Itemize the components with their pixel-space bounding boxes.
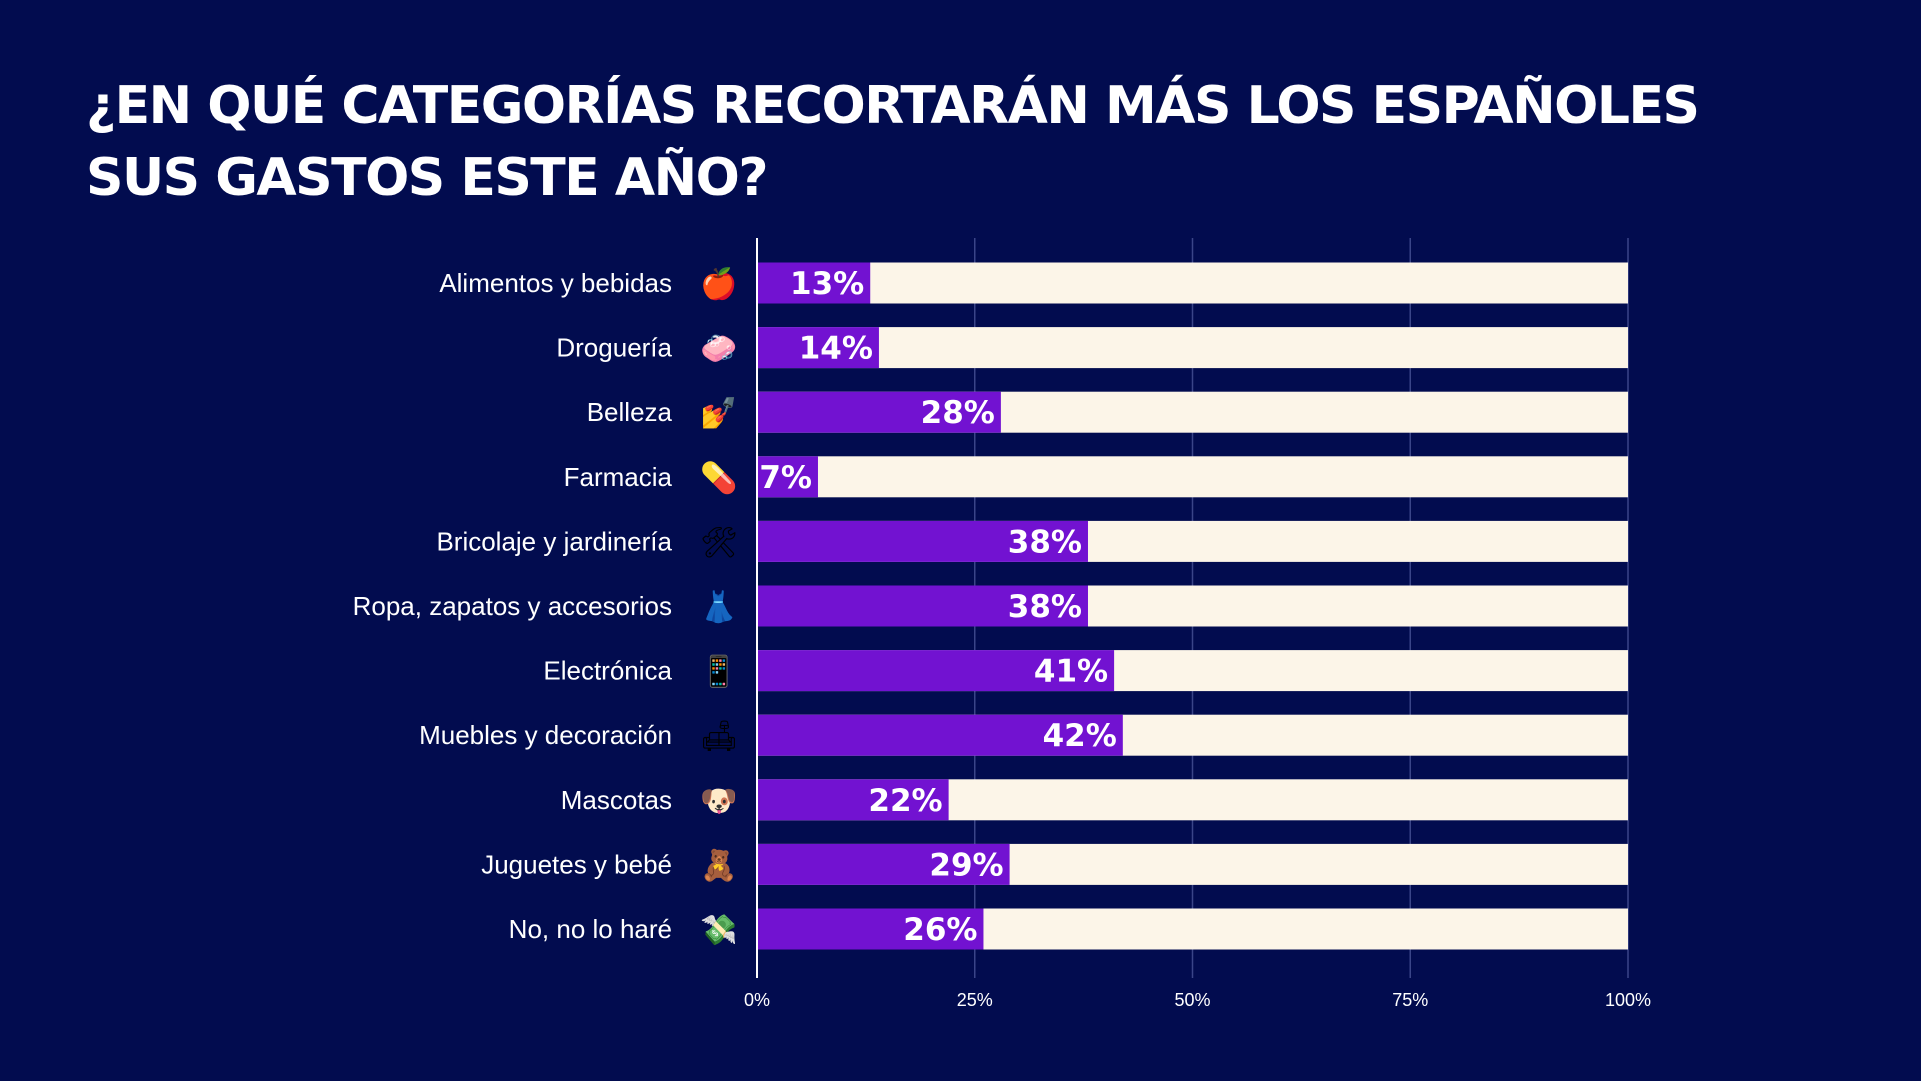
chart-title-line-1: ¿EN QUÉ CATEGORÍAS RECORTARÁN MÁS LOS ES…	[86, 76, 1700, 136]
x-tick-label: 75%	[1392, 990, 1428, 1010]
teddy-bear-icon: 🧸	[700, 847, 737, 883]
category-label: Muebles y decoración	[419, 720, 672, 750]
dress-icon: 👗	[700, 589, 737, 625]
category-label: Alimentos y bebidas	[439, 268, 672, 298]
bar	[757, 327, 879, 369]
tools-icon: 🛠	[700, 525, 738, 560]
category-label: Ropa, zapatos y accesorios	[353, 591, 672, 621]
bar	[757, 908, 984, 950]
category-label: Farmacia	[564, 462, 673, 492]
category-label: Belleza	[587, 397, 673, 427]
bar	[757, 520, 1088, 562]
value-label: 42%	[1043, 718, 1117, 754]
x-tick-label: 100%	[1605, 990, 1651, 1010]
bar	[757, 650, 1115, 692]
x-tick-label: 0%	[744, 990, 770, 1010]
category-label: Mascotas	[561, 785, 672, 815]
dog-icon: 🐶	[700, 784, 737, 819]
money-wings-icon: 💸	[700, 913, 737, 948]
value-label: 26%	[903, 912, 977, 948]
x-axis-ticks: 0% 25% 50% 75% 100%	[744, 990, 1651, 1010]
value-label: 29%	[929, 847, 1003, 883]
value-label: 41%	[1034, 654, 1108, 690]
value-label: 22%	[868, 783, 942, 819]
category-label: Electrónica	[543, 656, 672, 686]
x-tick-label: 25%	[957, 990, 993, 1010]
category-label: Droguería	[556, 333, 672, 363]
value-label: 38%	[1008, 589, 1082, 625]
value-label: 13%	[790, 266, 864, 302]
x-tick-label: 50%	[1174, 990, 1210, 1010]
mobile-phone-icon: 📱	[700, 654, 737, 690]
value-labels: 13% 14% 28% 7% 38% 38% 41% 42% 22% 29% 26%	[759, 266, 1116, 948]
category-icons: 🍎 🧼 💅 💊 🛠 👗 📱 🛋 🐶 🧸 💸	[700, 265, 738, 948]
bar-track	[757, 262, 1628, 304]
bar-track	[757, 327, 1628, 369]
couch-lamp-icon: 🛋	[700, 719, 738, 754]
bar	[757, 843, 1010, 885]
soap-icon: 🧼	[700, 332, 737, 367]
nail-polish-icon: 💅	[700, 396, 737, 431]
value-label: 14%	[799, 331, 873, 367]
bar	[757, 456, 818, 498]
bar	[757, 391, 1001, 433]
bar	[757, 585, 1088, 627]
bar	[757, 262, 871, 304]
bar	[757, 779, 949, 821]
category-labels: Alimentos y bebidas Droguería Belleza Farma…	[353, 268, 673, 944]
pill-icon: 💊	[700, 459, 737, 496]
apple-icon: 🍎	[700, 265, 737, 302]
bar	[757, 714, 1123, 756]
value-label: 28%	[921, 395, 995, 431]
category-label: No, no lo haré	[509, 914, 672, 944]
value-label: 7%	[759, 460, 812, 496]
chart-title-line-2: SUS GASTOS ESTE AÑO?	[86, 148, 769, 208]
category-label: Juguetes y bebé	[481, 849, 672, 879]
chart-title: ¿EN QUÉ CATEGORÍAS RECORTARÁN MÁS LOS ES…	[86, 70, 1700, 214]
category-label: Bricolaje y jardinería	[436, 526, 672, 556]
value-label: 38%	[1008, 524, 1082, 560]
bar-track	[757, 456, 1628, 498]
bars	[757, 262, 1123, 950]
